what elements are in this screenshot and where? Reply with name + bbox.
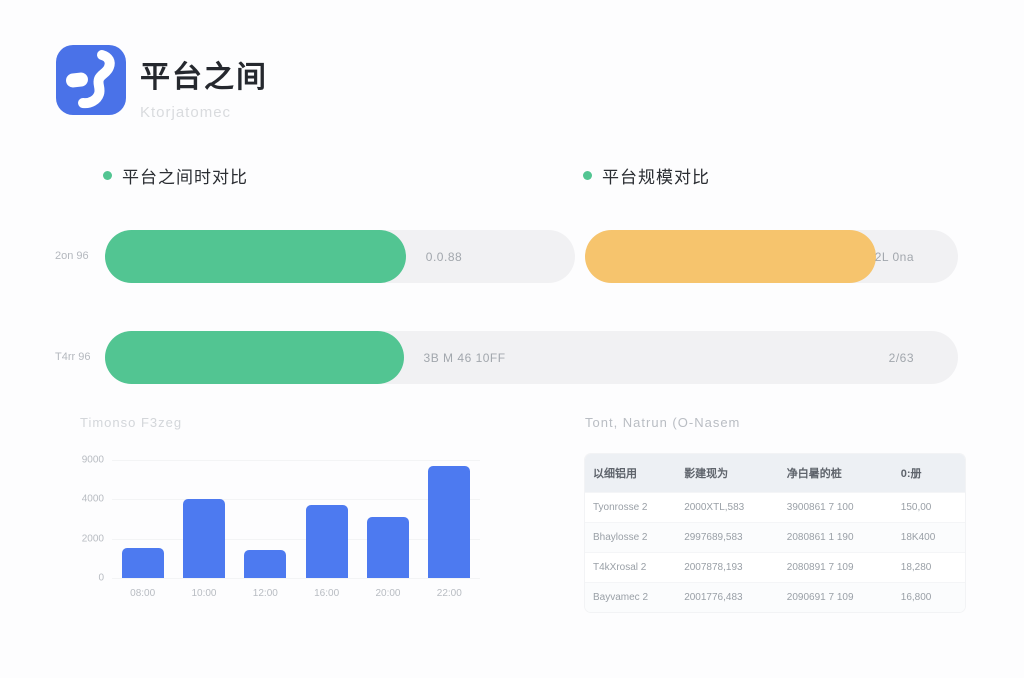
chart-bar[interactable] bbox=[121, 548, 164, 578]
x-axis-tick-label: 22:00 bbox=[436, 588, 462, 599]
table-cell: 16,800 bbox=[900, 592, 932, 603]
x-axis-tick-label: 10:00 bbox=[191, 588, 217, 599]
chart-bar[interactable] bbox=[366, 517, 409, 578]
table-cell: 2080861 1 190 bbox=[786, 532, 854, 543]
legend-label: 平台规模对比 bbox=[602, 168, 710, 187]
table-cell: 2000XTL,583 bbox=[684, 502, 745, 513]
table-cell: Tyonrosse 2 bbox=[593, 502, 648, 513]
y-axis-tick-label: 9000 bbox=[81, 454, 104, 466]
y-axis-tick-label: 0 bbox=[98, 572, 104, 584]
table-header-row: 以细铝用 影建现为 净白暑的桩 0:册 bbox=[585, 454, 965, 492]
table-cell: 2001776,483 bbox=[684, 592, 743, 603]
progress-bar-row2[interactable]: 3B M 46 10FF 2/63 bbox=[105, 331, 958, 384]
chart-gridline bbox=[112, 538, 480, 540]
header-title-block: 平台之间 Ktorjatomec bbox=[140, 52, 268, 121]
table-cell: 3900861 7 100 bbox=[786, 502, 854, 513]
table-cell: 2997689,583 bbox=[684, 532, 743, 543]
table-row[interactable]: Bayvamec 2 2001776,483 2090691 7 109 16,800 bbox=[585, 582, 965, 612]
legend-dot-icon bbox=[103, 171, 112, 180]
table-column-header: 影建现为 bbox=[684, 468, 729, 480]
progress-row1-label: 2on 96 bbox=[55, 250, 89, 262]
y-axis-tick-label: 2000 bbox=[81, 533, 104, 545]
table-cell: 18K400 bbox=[900, 532, 936, 543]
progress-row2-label: T4rr 96 bbox=[55, 351, 91, 363]
bar-chart-card: Timonso F3zeg 9000 4000 2000 0 08:00 10:00 12… bbox=[80, 415, 490, 628]
chart-bar[interactable] bbox=[305, 505, 348, 578]
x-axis-tick-label: 20:00 bbox=[375, 588, 401, 599]
y-axis-tick-label: 4000 bbox=[81, 493, 104, 505]
progress-value: 2L 0na bbox=[874, 249, 914, 264]
progress-value-right: 2/63 bbox=[888, 350, 914, 365]
table-cell: Bhaylosse 2 bbox=[593, 532, 648, 543]
x-axis-tick-label: 16:00 bbox=[314, 588, 340, 599]
legend-platform-time[interactable]: 平台之间时对比 bbox=[103, 163, 248, 188]
progress-fill bbox=[105, 331, 404, 384]
progress-value: 0.0.88 bbox=[425, 249, 463, 264]
page-title: 平台之间 bbox=[140, 61, 268, 94]
progress-bar-row1-right[interactable]: 2L 0na bbox=[585, 230, 958, 283]
table-column-header: 0:册 bbox=[900, 468, 922, 480]
table-cell: Bayvamec 2 bbox=[593, 592, 649, 603]
progress-bar-row1-left[interactable]: 0.0.88 bbox=[105, 230, 575, 283]
data-table-card: Tont, Natrun (O-Nasem 以细铝用 影建现为 净白暑的桩 0:册 T… bbox=[585, 415, 965, 612]
legend-dot-icon bbox=[583, 171, 592, 180]
table-column-header: 净白暑的桩 bbox=[786, 468, 842, 480]
table-row[interactable]: T4kXrosal 2 2007878,193 2080891 7 109 18,28… bbox=[585, 552, 965, 582]
table-row[interactable]: Tyonrosse 2 2000XTL,583 3900861 7 100 150,0… bbox=[585, 492, 965, 522]
chart-title: Timonso F3zeg bbox=[80, 415, 183, 430]
x-axis-tick-label: 08:00 bbox=[130, 588, 156, 599]
data-table: 以细铝用 影建现为 净白暑的桩 0:册 Tyonrosse 2 2000XTL,583 3… bbox=[585, 454, 965, 612]
table-cell: 18,280 bbox=[900, 562, 932, 573]
progress-fill bbox=[585, 230, 876, 283]
page-subtitle: Ktorjatomec bbox=[140, 104, 232, 121]
chart-gridline bbox=[112, 460, 480, 461]
chart-bar[interactable] bbox=[244, 550, 287, 578]
progress-value: 3B M 46 10FF bbox=[423, 350, 506, 365]
table-cell: 150,00 bbox=[900, 502, 932, 513]
legend-platform-scale[interactable]: 平台规模对比 bbox=[583, 163, 710, 188]
x-axis-tick-label: 12:00 bbox=[252, 588, 278, 599]
chart-bar[interactable] bbox=[428, 466, 471, 578]
table-title: Tont, Natrun (O-Nasem bbox=[585, 415, 741, 430]
legend-label: 平台之间时对比 bbox=[122, 168, 248, 187]
table-cell: 2080891 7 109 bbox=[786, 562, 854, 573]
table-cell: T4kXrosal 2 bbox=[593, 562, 647, 573]
chart-bar[interactable] bbox=[182, 499, 225, 578]
table-column-header: 以细铝用 bbox=[593, 468, 637, 480]
table-cell: 2090691 7 109 bbox=[786, 592, 854, 603]
app-logo-icon bbox=[56, 45, 126, 115]
progress-fill bbox=[105, 230, 406, 283]
chart-gridline bbox=[112, 578, 480, 579]
table-row[interactable]: Bhaylosse 2 2997689,583 2080861 1 190 18K40… bbox=[585, 522, 965, 552]
chart-gridline bbox=[112, 499, 480, 501]
table-cell: 2007878,193 bbox=[684, 562, 743, 573]
chart-plot: 9000 4000 2000 0 08:00 10:00 12:00 16:00 20:00 2… bbox=[80, 454, 490, 628]
